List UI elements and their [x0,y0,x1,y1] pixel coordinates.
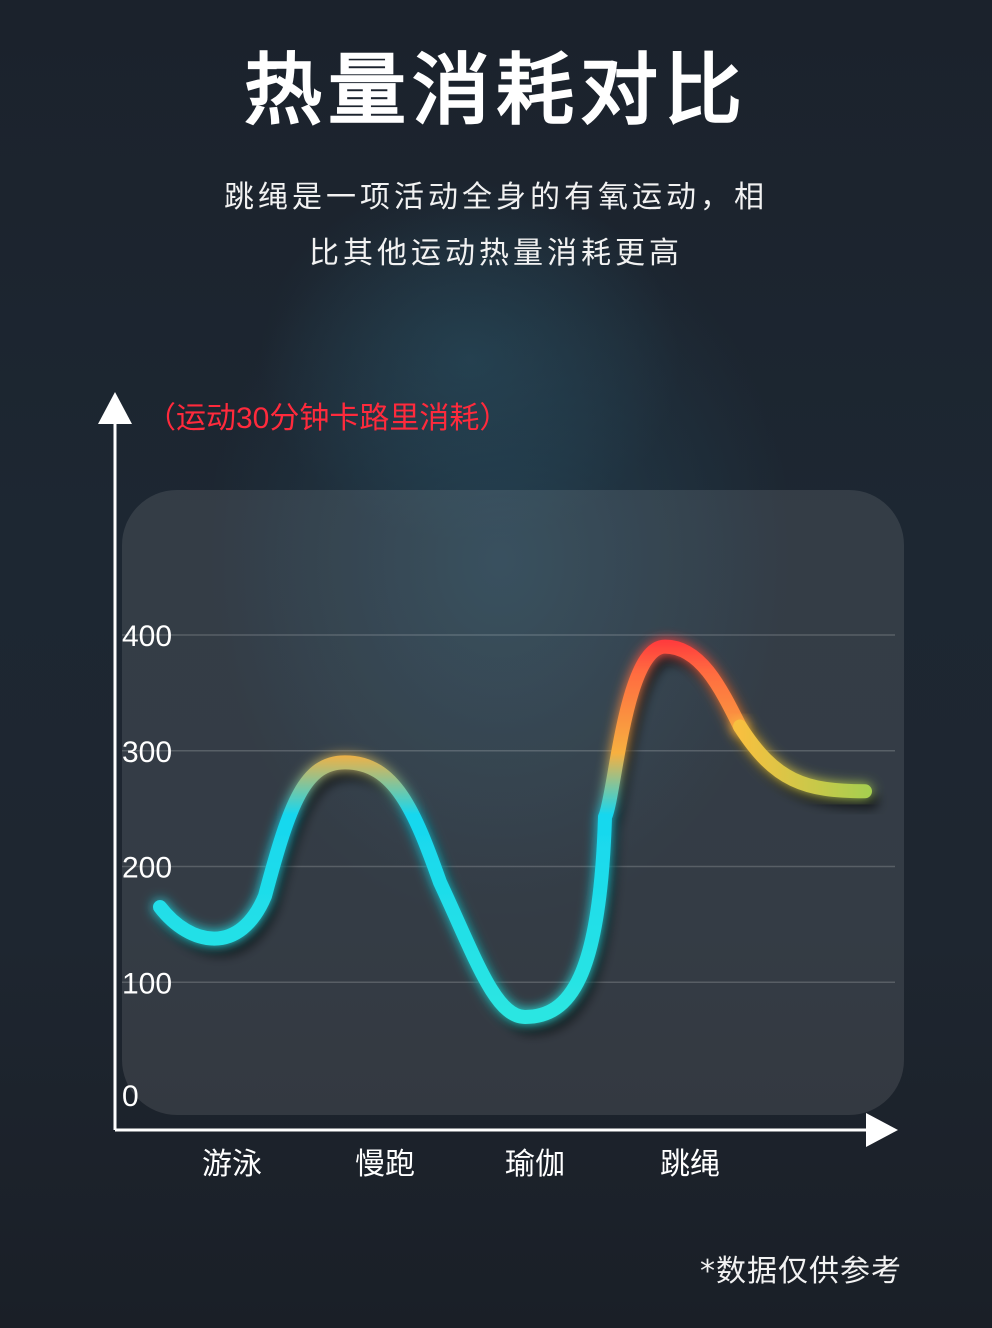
y-axis-arrow [98,392,132,424]
calorie-curve [153,639,879,1035]
x-axis-arrow [866,1113,898,1147]
page-title: 热量消耗对比 [243,46,748,136]
plot-panel [122,490,904,1115]
y-tick-100: 100 [122,967,172,1000]
subtitle-line-2: 比其他运动热量消耗更高 [309,236,683,271]
x-tick-1: 游泳 [202,1148,262,1181]
footnote: *数据仅供参考 [700,1254,902,1289]
x-tick-2: 慢跑 [355,1148,415,1181]
y-tick-400: 400 [122,620,172,653]
curve-main [153,639,747,1024]
x-tick-4: 跳绳 [660,1148,720,1181]
y-tick-300: 300 [122,736,172,769]
x-tick-3: 瑜伽 [505,1148,565,1181]
y-tick-labels: 0 100 200 300 400 [122,620,172,1113]
subtitle-line-1: 跳绳是一项活动全身的有氧运动，相 [224,180,768,215]
x-tick-labels: 游泳 慢跑 瑜伽 跳绳 [202,1148,720,1181]
page-subtitle: 跳绳是一项活动全身的有氧运动，相 比其他运动热量消耗更高 [0,170,992,282]
y-tick-0: 0 [122,1080,139,1113]
curve-tail [733,719,872,799]
y-tick-200: 200 [122,852,172,885]
y-axis-label: （运动30分钟卡路里消耗） [146,402,509,435]
